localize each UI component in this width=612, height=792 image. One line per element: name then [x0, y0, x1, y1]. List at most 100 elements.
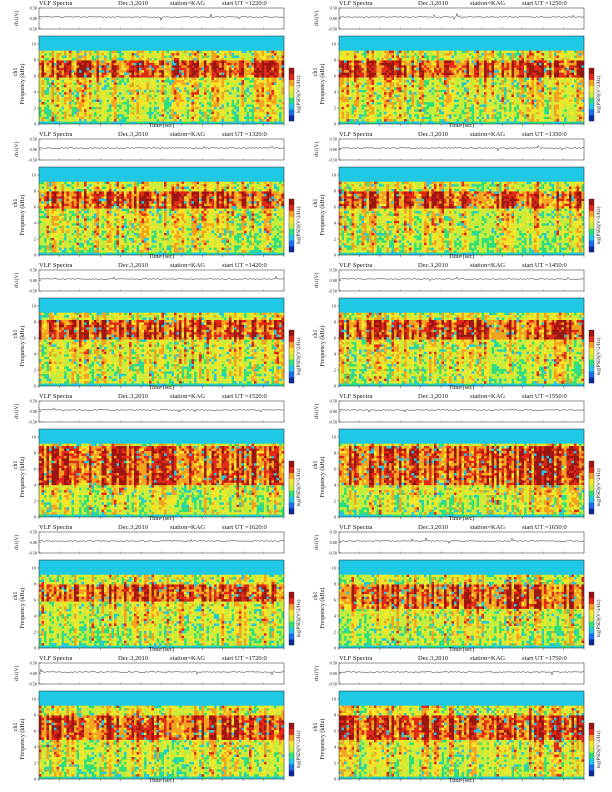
y-tick-label: 4 — [34, 352, 37, 357]
x-tick-label: 110 — [260, 782, 267, 783]
x-tick-label: 110 — [560, 258, 567, 259]
channel-label: ch1 — [313, 592, 319, 601]
y-tick-label: 10 — [32, 173, 37, 178]
y-tick-label: 2 — [34, 761, 36, 766]
spectrogram-cells — [39, 167, 285, 256]
x-tick-label: 10 — [357, 651, 362, 652]
trace-tick-label: 0.00 — [30, 16, 37, 21]
x-tick-label: 50 — [439, 520, 444, 521]
panel-title: VLF Spectra — [339, 655, 372, 663]
x-tick-label: 100 — [540, 258, 547, 259]
x-tick-label: 20 — [378, 389, 383, 390]
x-tick-label: 20 — [78, 520, 83, 521]
trace-axis-label: ch1(V) — [313, 666, 320, 682]
spectrogram-cells — [339, 429, 585, 518]
x-tick-label: 0 — [38, 520, 41, 521]
panel-date: Dec.3,2010 — [418, 655, 448, 663]
waveform-trace — [338, 276, 585, 282]
x-tick-label: 70 — [180, 389, 185, 390]
y-axis-label: Frequency (kHz) — [19, 719, 26, 760]
panel-date: Dec.3,2010 — [118, 655, 148, 663]
x-tick-label: 100 — [540, 389, 547, 390]
y-tick-label: 8 — [334, 713, 337, 718]
panel-station: station=KAG — [170, 524, 205, 532]
panel-graphic: 0.50 0.00 -0.50 ch1(V) 0 2 4 6 8 10 Frequency (kHz… — [313, 661, 602, 783]
y-tick-label: 8 — [34, 582, 37, 587]
panel-start-time: start UT =1550:0 — [522, 393, 567, 401]
y-axis-label: Frequency (kHz) — [19, 326, 26, 367]
x-tick-label: 80 — [500, 127, 505, 128]
x-tick-label: 70 — [180, 258, 185, 259]
x-tick-label: 0 — [38, 258, 41, 259]
x-tick-label: 60 — [459, 389, 464, 390]
x-axis-label: Time (sec) — [149, 384, 175, 390]
colorbar-label: log(PSD)(V^2/Hz) — [597, 337, 602, 375]
x-tick-label: 120 — [281, 520, 288, 521]
x-tick-label: 0 — [338, 127, 341, 128]
y-tick-label: 10 — [332, 697, 337, 702]
x-tick-label: 20 — [78, 389, 83, 390]
x-tick-label: 40 — [418, 651, 423, 652]
trace-axis-label: ch1(V) — [313, 404, 320, 420]
panel-station: station=KAG — [170, 393, 205, 401]
y-tick-label: 2 — [34, 499, 36, 504]
waveform-trace — [38, 13, 285, 22]
y-tick-label: 8 — [334, 320, 337, 325]
trace-axis-label: ch1(V) — [13, 666, 20, 682]
y-tick-label: 4 — [34, 614, 37, 619]
x-tick-label: 120 — [281, 389, 288, 390]
x-tick-label: 80 — [500, 651, 505, 652]
y-tick-label: 4 — [334, 614, 337, 619]
panel-station: station=KAG — [470, 262, 505, 270]
trace-tick-label: -0.50 — [28, 27, 37, 32]
panel-title: VLF Spectra — [39, 524, 72, 532]
trace-tick-label: 0.00 — [30, 540, 37, 545]
y-tick-label: 2 — [34, 106, 36, 111]
x-tick-label: 60 — [159, 651, 164, 652]
y-tick-label: 2 — [334, 106, 336, 111]
panel-graphic: 0.50 0.00 -0.50 ch1(V) 0 2 4 6 8 10 Frequency (kHz… — [13, 530, 302, 652]
waveform-trace — [338, 145, 585, 152]
waveform-trace — [38, 538, 285, 543]
x-tick-label: 80 — [200, 127, 205, 128]
x-tick-label: 10 — [357, 389, 362, 390]
y-tick-label: 10 — [32, 435, 37, 440]
spectra-panel-3: VLF Spectra Dec.3,2010 station=KAG start UT… — [6, 131, 306, 259]
y-axis-label: Frequency (kHz) — [19, 64, 26, 105]
y-tick-label: 0 — [34, 777, 37, 782]
trace-tick-label: 0.50 — [30, 137, 37, 142]
y-tick-label: 8 — [334, 451, 337, 456]
x-tick-label: 90 — [221, 651, 226, 652]
panel-start-time: start UT =1350:0 — [522, 131, 567, 139]
colorbar-label: log(PSD)(V^2/Hz) — [597, 730, 602, 768]
x-tick-label: 110 — [560, 520, 567, 521]
y-tick-label: 10 — [332, 566, 337, 571]
x-axis-label: Time (sec) — [449, 253, 475, 259]
x-tick-label: 0 — [338, 520, 341, 521]
trace-tick-label: 0.50 — [30, 530, 37, 535]
y-axis-label: Frequency (kHz) — [19, 195, 26, 236]
x-tick-label: 60 — [159, 782, 164, 783]
channel-label: ch1 — [13, 723, 19, 732]
panel-title: VLF Spectra — [39, 0, 72, 8]
spectrogram-cells — [339, 36, 585, 125]
x-tick-label: 10 — [357, 520, 362, 521]
x-axis-label: Time (sec) — [449, 777, 475, 783]
panel-station: station=KAG — [470, 0, 505, 8]
y-tick-label: 2 — [34, 630, 36, 635]
y-tick-label: 10 — [32, 566, 37, 571]
x-axis-label: Time (sec) — [149, 253, 175, 259]
panel-graphic: 0.50 0.00 -0.50 ch1(V) 0 2 4 6 8 10 Frequency (kHz… — [313, 6, 602, 128]
panel-title: VLF Spectra — [339, 131, 372, 139]
y-tick-label: 0 — [334, 777, 337, 782]
y-tick-label: 6 — [34, 598, 37, 603]
x-tick-label: 110 — [560, 389, 567, 390]
x-axis-label: Time (sec) — [149, 122, 175, 128]
x-tick-label: 20 — [78, 258, 83, 259]
y-tick-label: 0 — [334, 122, 337, 127]
panel-title: VLF Spectra — [339, 393, 372, 401]
x-tick-label: 0 — [338, 389, 341, 390]
trace-frame — [38, 138, 285, 161]
trace-frame — [338, 138, 585, 161]
